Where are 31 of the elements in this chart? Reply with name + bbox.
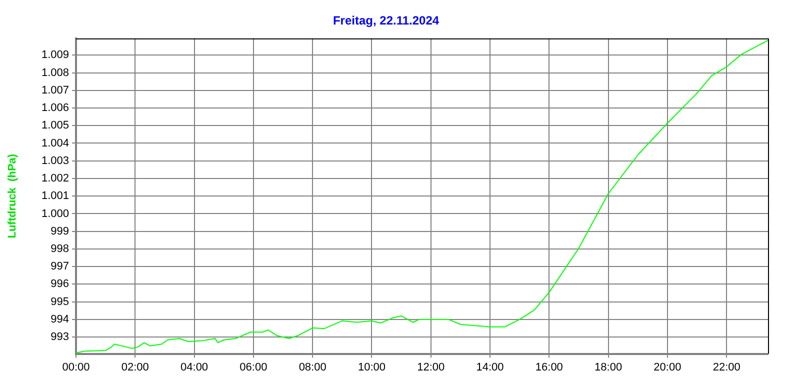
y-tick-label: 1.005: [41, 120, 69, 132]
y-tick-label: 1.007: [41, 84, 69, 96]
x-tick-label: 06:00: [240, 361, 268, 374]
y-tick-label: 1.003: [41, 154, 69, 167]
y-tick-label: 1.009: [41, 49, 69, 62]
x-tick-label: 18:00: [594, 361, 622, 374]
x-tick-label: 02:00: [121, 361, 149, 374]
y-tick-label: 998: [50, 242, 69, 255]
chart-title: Freitag, 22.11.2024: [332, 14, 440, 28]
y-tick-label: 1.002: [41, 172, 69, 185]
x-tick-label: 12:00: [417, 361, 445, 374]
y-tick-label: 994: [50, 313, 69, 326]
y-tick-label: 1.006: [41, 102, 69, 114]
y-tick-label: 1.001: [41, 190, 69, 202]
y-tick-label: 995: [50, 296, 69, 308]
x-tick-label: 10:00: [358, 361, 386, 374]
y-tick-label: 993: [50, 331, 69, 344]
x-tick-label: 20:00: [654, 361, 682, 374]
y-tick-label: 1.004: [41, 137, 69, 150]
y-tick-label: 997: [50, 260, 69, 273]
x-tick-label: 00:00: [62, 361, 90, 374]
y-tick-label: 996: [50, 278, 69, 290]
y-tick-label: 1.008: [41, 66, 69, 79]
x-tick-label: 14:00: [476, 361, 504, 374]
y-tick-label: 1.000: [41, 208, 69, 220]
x-tick-label: 16:00: [535, 361, 563, 374]
x-tick-label: 08:00: [298, 361, 326, 374]
x-tick-label: 04:00: [180, 361, 208, 374]
y-tick-label: 999: [50, 225, 69, 238]
y-axis-title: Luftdruck (hPa): [6, 154, 19, 238]
x-tick-label: 22:00: [712, 361, 740, 374]
